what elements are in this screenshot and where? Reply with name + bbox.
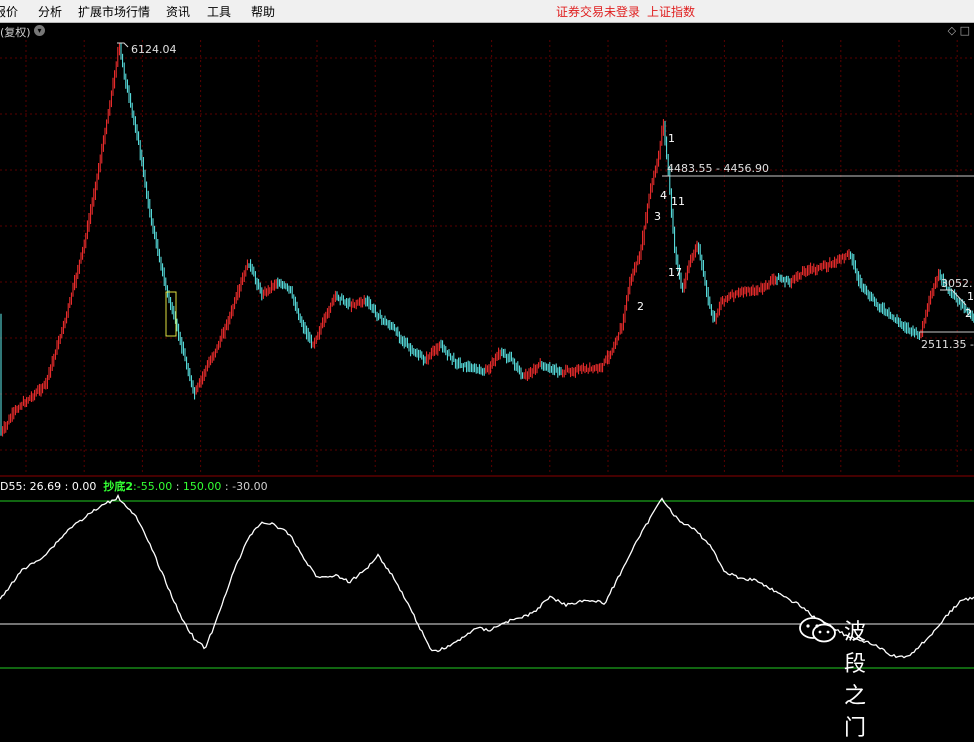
indicator-name: D55	[0, 480, 23, 493]
price-candles	[0, 42, 974, 437]
signal-level-3: -30.00	[232, 480, 268, 493]
watermark-text: 波段之门	[844, 620, 868, 741]
wave-label: 11	[671, 195, 685, 208]
menu-analysis[interactable]: 分析	[38, 5, 63, 19]
right-label-1: 3052.	[941, 277, 973, 290]
wave-label: 17	[668, 266, 682, 279]
corner-icons: ◇ □	[948, 24, 970, 37]
wave-label: 1	[967, 290, 974, 303]
right-label-2: 2511.35 -	[921, 338, 974, 351]
menu-tools[interactable]: 工具	[207, 5, 232, 19]
wave-label: 4	[660, 189, 667, 202]
menu-quote[interactable]: 报价	[0, 5, 19, 19]
trade-login-status[interactable]: 证券交易未登录	[556, 5, 641, 19]
chart-subbar: (复权) ▾ ◇ □	[0, 23, 974, 39]
signal-name: 抄底2	[103, 480, 134, 493]
highlight-box	[165, 291, 177, 337]
wave-label: 2	[965, 307, 972, 320]
menu-extended-market[interactable]: 扩展市场行情	[78, 5, 151, 19]
indicator-value: 26.69	[29, 480, 62, 493]
chart-grid	[0, 40, 974, 472]
wave-label: 2	[637, 300, 644, 313]
adjust-mode-label[interactable]: (复权)	[0, 26, 31, 39]
index-name: 上证指数	[647, 5, 696, 19]
indicator-header: D55: 26.69 : 0.00 抄底2:-55.00 : 150.00 : …	[0, 480, 268, 493]
indicator-line	[0, 494, 974, 659]
wave-label: 3	[654, 210, 661, 223]
indicator-value-2: 0.00	[71, 480, 97, 493]
wechat-icon	[799, 617, 836, 643]
menu-help[interactable]: 帮助	[251, 5, 276, 19]
range-label: 4483.55 - 4456.90	[667, 162, 769, 175]
right-marker	[940, 289, 967, 306]
square-icon[interactable]: □	[959, 24, 970, 37]
high-label: 6124.04	[131, 43, 177, 56]
menu-news[interactable]: 资讯	[166, 5, 191, 19]
kline-chart[interactable]: 6124.04 4483.55 - 4456.90 3052. 2511.35 …	[0, 0, 974, 672]
high-marker	[117, 42, 129, 48]
signal-level-2: 150.00	[182, 480, 222, 493]
menu-bar: 报价 分析 扩展市场行情 资讯 工具 帮助 证券交易未登录 上证指数	[0, 0, 974, 23]
chevron-down-icon[interactable]: ▾	[34, 25, 45, 36]
signal-level-1: -55.00	[136, 480, 173, 493]
price-annotations: 6124.04 4483.55 - 4456.90 3052. 2511.35 …	[117, 42, 974, 351]
wave-label: 1	[668, 132, 675, 145]
diamond-icon[interactable]: ◇	[947, 24, 957, 37]
